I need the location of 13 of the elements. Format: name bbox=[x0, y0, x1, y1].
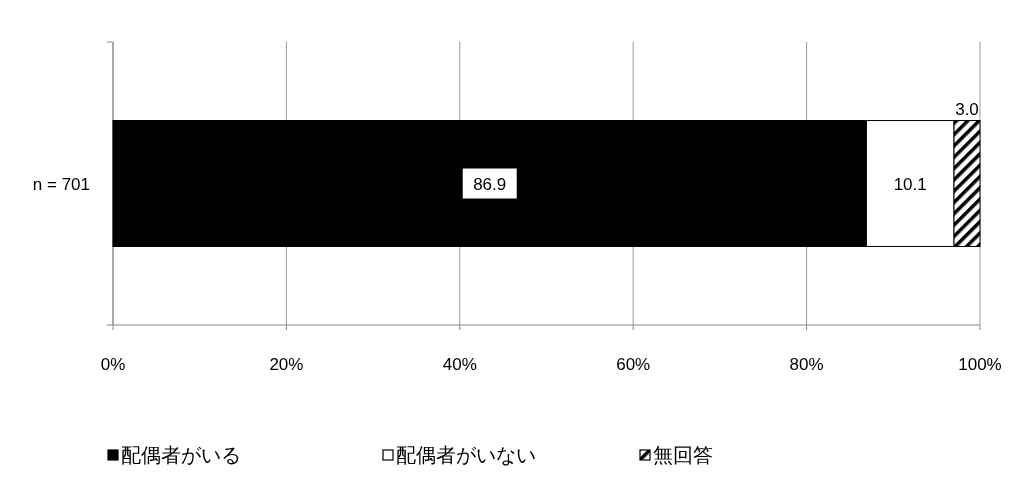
x-tick-label: 100% bbox=[958, 355, 1002, 374]
x-tick-label: 60% bbox=[616, 355, 651, 374]
data-label: 10.1 bbox=[893, 174, 927, 194]
x-tick-label: 80% bbox=[789, 355, 824, 374]
x-tick-label: 40% bbox=[442, 355, 477, 374]
data-label: 86.9 bbox=[473, 174, 507, 194]
x-tick-label: 0% bbox=[100, 355, 126, 374]
x-tick-label: 20% bbox=[269, 355, 304, 374]
y-tick-label: n = 701 bbox=[32, 174, 90, 194]
legend-label: 配偶者がいない bbox=[396, 444, 536, 466]
legend-label: 無回答 bbox=[653, 444, 713, 466]
legend-label: 配偶者がいる bbox=[121, 444, 241, 466]
data-label: 3.0 bbox=[955, 99, 979, 119]
